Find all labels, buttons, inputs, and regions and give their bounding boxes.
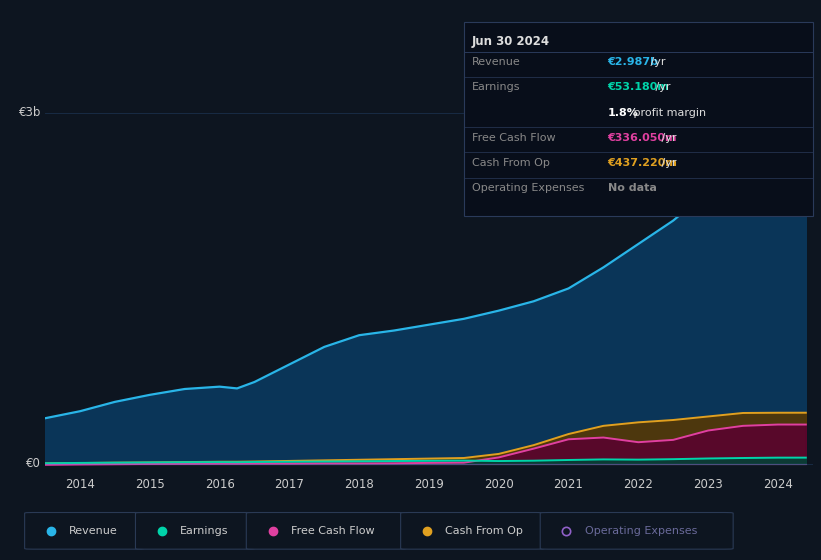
Text: Operating Expenses: Operating Expenses [585, 526, 697, 535]
Text: €3b: €3b [19, 106, 41, 119]
Text: €53.180m: €53.180m [608, 82, 669, 92]
Text: Earnings: Earnings [472, 82, 521, 92]
Text: Cash From Op: Cash From Op [445, 526, 523, 535]
Text: Revenue: Revenue [472, 57, 521, 67]
Text: €0: €0 [26, 458, 41, 470]
Text: /yr: /yr [658, 158, 677, 168]
Text: €437.220m: €437.220m [608, 158, 677, 168]
Text: Revenue: Revenue [69, 526, 117, 535]
FancyBboxPatch shape [401, 512, 544, 549]
Text: €336.050m: €336.050m [608, 133, 677, 143]
Text: Free Cash Flow: Free Cash Flow [291, 526, 374, 535]
Text: €2.987b: €2.987b [608, 57, 658, 67]
Text: Jun 30 2024: Jun 30 2024 [472, 35, 550, 48]
FancyBboxPatch shape [246, 512, 406, 549]
Text: Earnings: Earnings [180, 526, 228, 535]
FancyBboxPatch shape [540, 512, 733, 549]
Text: 1.8%: 1.8% [608, 108, 639, 118]
FancyBboxPatch shape [135, 512, 255, 549]
FancyBboxPatch shape [25, 512, 144, 549]
Text: No data: No data [608, 183, 657, 193]
Text: Free Cash Flow: Free Cash Flow [472, 133, 556, 143]
Text: /yr: /yr [647, 57, 665, 67]
Text: Operating Expenses: Operating Expenses [472, 183, 585, 193]
Text: Cash From Op: Cash From Op [472, 158, 550, 168]
Text: /yr: /yr [652, 82, 671, 92]
Text: /yr: /yr [658, 133, 677, 143]
Text: profit margin: profit margin [630, 108, 706, 118]
